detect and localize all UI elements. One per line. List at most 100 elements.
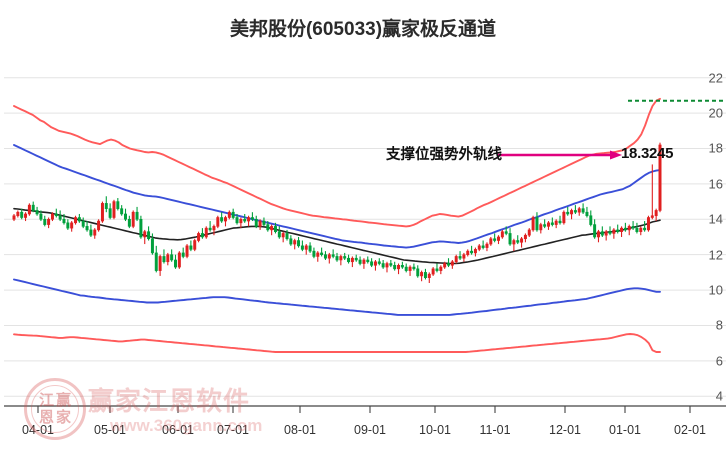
band-line bbox=[13, 144, 661, 249]
candle-body bbox=[431, 268, 435, 275]
candle-body bbox=[335, 256, 339, 261]
candle-body bbox=[643, 227, 647, 231]
candle-body bbox=[100, 203, 104, 222]
candle-body bbox=[285, 233, 289, 240]
candle-body bbox=[250, 217, 254, 220]
candle-body bbox=[612, 229, 616, 234]
candle-body bbox=[235, 217, 239, 224]
candle-body bbox=[120, 208, 124, 215]
candle-body bbox=[185, 245, 189, 257]
candle-body bbox=[216, 217, 220, 227]
candle-body bbox=[543, 224, 547, 227]
y-axis-tick-label: 20 bbox=[708, 105, 723, 121]
candle-body bbox=[512, 240, 516, 245]
candle-body bbox=[254, 218, 258, 227]
candle-body bbox=[458, 256, 462, 259]
candle-body bbox=[31, 204, 35, 211]
candle-body bbox=[224, 217, 227, 222]
candle-body bbox=[266, 224, 270, 231]
candle-body bbox=[400, 264, 404, 268]
candle-body bbox=[650, 215, 654, 218]
watermark-seal-char: 恩 bbox=[38, 409, 54, 426]
candle-body bbox=[273, 226, 277, 232]
candle-body bbox=[97, 220, 101, 231]
candle-body bbox=[181, 252, 185, 257]
candle-body bbox=[658, 144, 662, 211]
candle-body bbox=[112, 201, 116, 218]
watermark-seal-char: 江 bbox=[38, 392, 54, 409]
band-line bbox=[13, 97, 661, 228]
candle-body bbox=[54, 213, 58, 217]
candle-body bbox=[193, 240, 197, 250]
candle-body bbox=[143, 231, 147, 238]
y-axis-tick-label: 14 bbox=[708, 211, 723, 227]
candle-body bbox=[312, 250, 316, 257]
candle-body bbox=[304, 245, 308, 250]
candle-body bbox=[546, 222, 550, 227]
x-axis-tick-label: 12-01 bbox=[549, 423, 581, 437]
candle-body bbox=[331, 254, 335, 257]
candle-body bbox=[81, 220, 85, 227]
candle-body bbox=[277, 231, 281, 238]
candle-body bbox=[200, 233, 204, 238]
candle-body bbox=[527, 229, 531, 236]
candle-body bbox=[189, 245, 193, 250]
watermark-seal-icon: 江赢恩家 bbox=[24, 378, 86, 440]
candle-body bbox=[316, 252, 320, 257]
candle-body bbox=[147, 231, 151, 240]
candle-body bbox=[308, 245, 312, 252]
band-line bbox=[13, 207, 661, 265]
y-axis-tick-label: 8 bbox=[715, 317, 723, 333]
candle-body bbox=[385, 263, 389, 268]
candle-body bbox=[516, 240, 520, 243]
candle-body bbox=[208, 227, 212, 231]
candle-body bbox=[135, 211, 139, 220]
candle-body bbox=[581, 208, 585, 213]
candle-body bbox=[231, 211, 235, 218]
band-line bbox=[13, 333, 661, 353]
candle-body bbox=[550, 222, 554, 225]
candle-body bbox=[627, 226, 631, 231]
candle-body bbox=[127, 218, 131, 227]
candle-body bbox=[24, 213, 28, 218]
candle-body bbox=[74, 217, 78, 224]
candle-body bbox=[197, 233, 201, 241]
band-line bbox=[13, 278, 661, 316]
candle-body bbox=[635, 227, 639, 232]
candle-body bbox=[350, 257, 354, 263]
candle-body bbox=[62, 218, 66, 224]
candle-body bbox=[220, 217, 224, 222]
candle-body bbox=[570, 210, 574, 215]
x-axis-tick-label: 01-01 bbox=[609, 423, 641, 437]
candle-body bbox=[20, 211, 24, 218]
candle-body bbox=[131, 211, 135, 227]
candle-body bbox=[281, 233, 285, 238]
candle-body bbox=[239, 218, 243, 224]
watermark-url: www.360gann.com bbox=[110, 416, 263, 435]
candle-body bbox=[12, 215, 16, 220]
candle-body bbox=[566, 211, 570, 215]
annotation-label: 支撑位强势外轨线 bbox=[386, 147, 502, 163]
page-title: 美邦股份(605033)赢家极反通道 bbox=[229, 19, 497, 40]
candle-body bbox=[174, 259, 177, 268]
candle-body bbox=[623, 227, 627, 231]
candle-body bbox=[158, 256, 162, 271]
candle-body bbox=[477, 245, 481, 250]
candle-body bbox=[508, 233, 512, 245]
candle-body bbox=[58, 215, 62, 220]
candle-body bbox=[473, 249, 477, 254]
x-axis-tick-label: 11-01 bbox=[479, 423, 511, 437]
candle-body bbox=[347, 257, 351, 263]
candle-body bbox=[562, 211, 566, 224]
candle-body bbox=[116, 201, 120, 209]
annotation-arrow-head bbox=[610, 150, 622, 160]
y-axis-tick-label: 12 bbox=[708, 247, 723, 263]
x-axis-tick-label: 02-01 bbox=[674, 423, 706, 437]
candle-body bbox=[489, 238, 493, 245]
candle-body bbox=[362, 259, 366, 264]
candle-body bbox=[604, 231, 608, 236]
candle-body bbox=[520, 238, 524, 243]
candle-body bbox=[600, 231, 604, 236]
